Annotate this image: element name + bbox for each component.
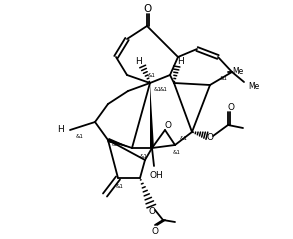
Text: &1: &1 bbox=[140, 153, 148, 158]
Text: O: O bbox=[164, 121, 171, 130]
Polygon shape bbox=[150, 83, 154, 148]
Text: &1: &1 bbox=[154, 87, 162, 92]
Text: &1: &1 bbox=[116, 184, 124, 189]
Text: OH: OH bbox=[149, 172, 163, 180]
Text: Me: Me bbox=[232, 66, 243, 76]
Text: O: O bbox=[207, 134, 214, 142]
Text: H: H bbox=[134, 56, 142, 65]
Text: &1: &1 bbox=[220, 76, 228, 81]
Text: &1: &1 bbox=[148, 72, 156, 77]
Text: Me: Me bbox=[248, 81, 259, 91]
Text: H: H bbox=[178, 56, 184, 65]
Text: &1: &1 bbox=[160, 87, 168, 92]
Text: O: O bbox=[227, 103, 234, 112]
Polygon shape bbox=[107, 138, 132, 148]
Text: H: H bbox=[57, 125, 64, 135]
Text: &1: &1 bbox=[112, 141, 120, 147]
Text: &1: &1 bbox=[173, 151, 181, 156]
Text: O: O bbox=[149, 207, 156, 217]
Text: O: O bbox=[143, 4, 151, 14]
Text: O: O bbox=[151, 227, 159, 235]
Text: &1: &1 bbox=[180, 136, 188, 141]
Text: &1: &1 bbox=[76, 134, 84, 138]
